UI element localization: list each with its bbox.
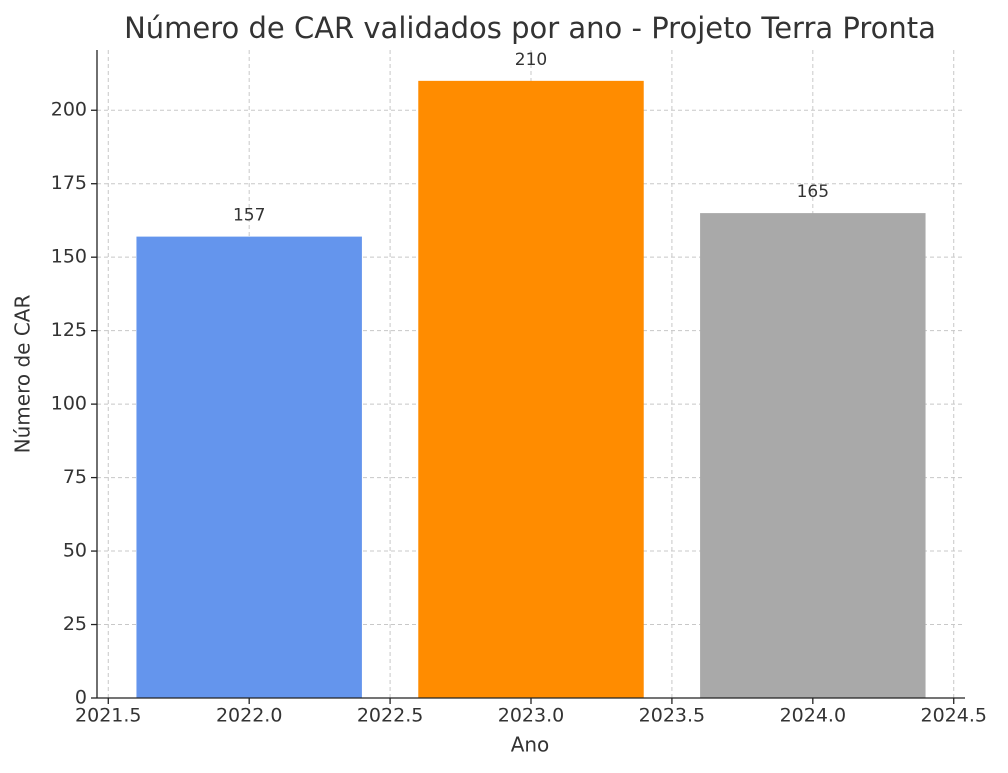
y-tick-label: 150: [51, 246, 87, 268]
data-label: 210: [515, 50, 547, 70]
bar: [700, 213, 926, 698]
x-tick-label: 2022.0: [216, 705, 282, 727]
y-tick-label: 25: [63, 613, 87, 635]
x-tick-label: 2024.0: [780, 705, 846, 727]
y-tick-label: 125: [51, 319, 87, 341]
bar: [418, 80, 644, 699]
y-tick-label: 50: [63, 540, 87, 562]
x-tick-label: 2023.0: [498, 705, 564, 727]
y-tick-label: 200: [51, 99, 87, 121]
y-tick-label: 100: [51, 393, 87, 415]
data-label: 165: [797, 182, 829, 202]
x-tick-label: 2022.5: [357, 705, 423, 727]
x-tick-label: 2023.5: [639, 705, 705, 727]
bar: [136, 236, 362, 698]
x-axis-label: Ano: [511, 733, 550, 757]
y-tick-label: 75: [63, 466, 87, 488]
y-axis-label: Número de CAR: [11, 295, 35, 454]
y-tick-label: 175: [51, 172, 87, 194]
data-label: 157: [233, 206, 265, 226]
chart-title: Número de CAR validados por ano - Projet…: [124, 11, 936, 45]
x-tick-label: 2024.5: [920, 705, 986, 727]
y-tick-label: 0: [75, 687, 87, 709]
x-tick-label: 2021.5: [75, 705, 141, 727]
